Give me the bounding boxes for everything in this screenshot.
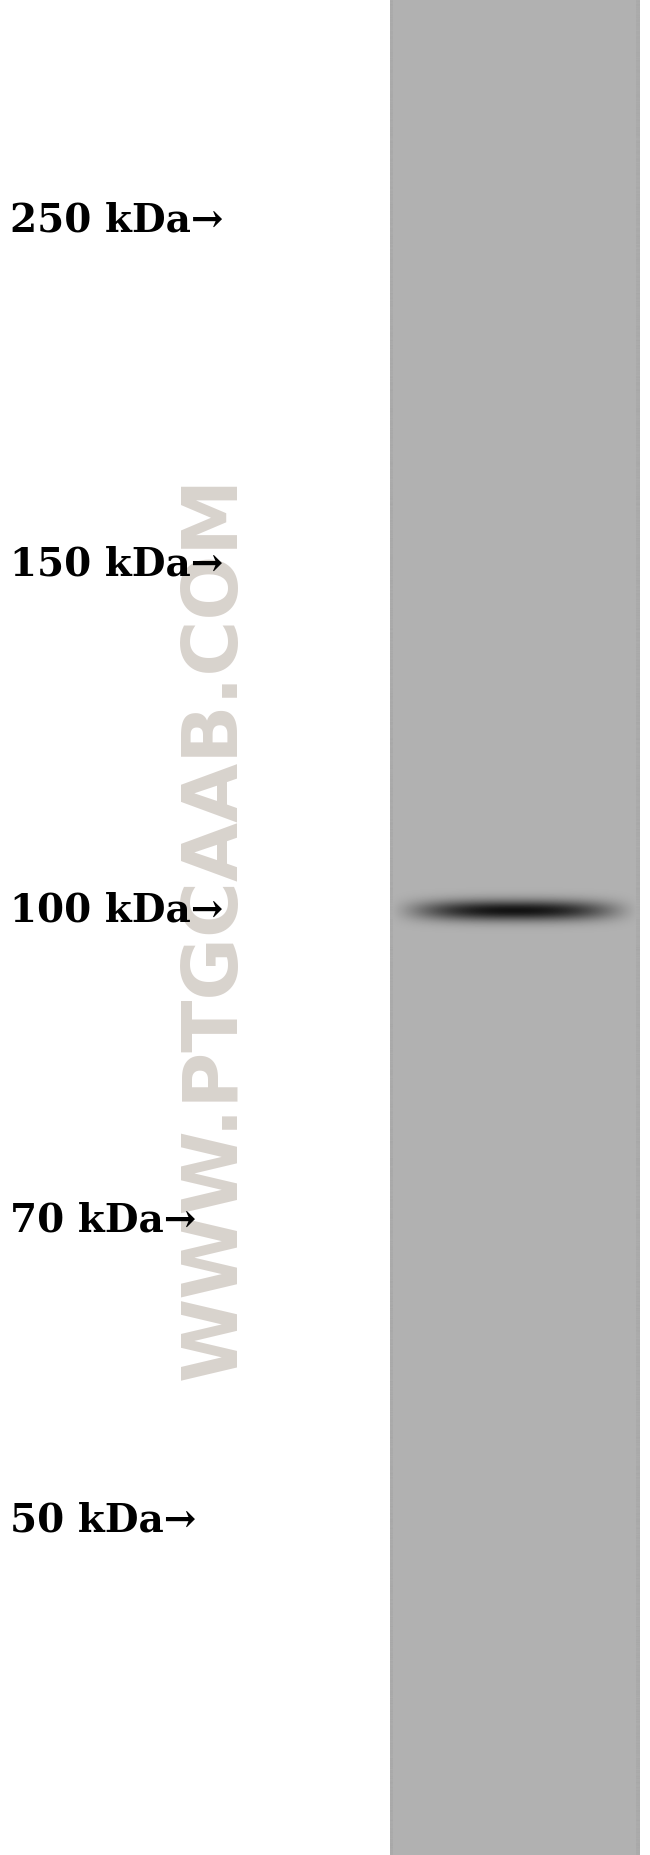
Text: 250 kDa→: 250 kDa→ — [10, 200, 224, 239]
Text: WWW.PTGCAAB.COM: WWW.PTGCAAB.COM — [177, 475, 252, 1380]
Text: 50 kDa→: 50 kDa→ — [10, 1501, 196, 1540]
Text: 70 kDa→: 70 kDa→ — [10, 1200, 196, 1239]
Text: 150 kDa→: 150 kDa→ — [10, 545, 224, 584]
Text: 100 kDa→: 100 kDa→ — [10, 890, 224, 929]
